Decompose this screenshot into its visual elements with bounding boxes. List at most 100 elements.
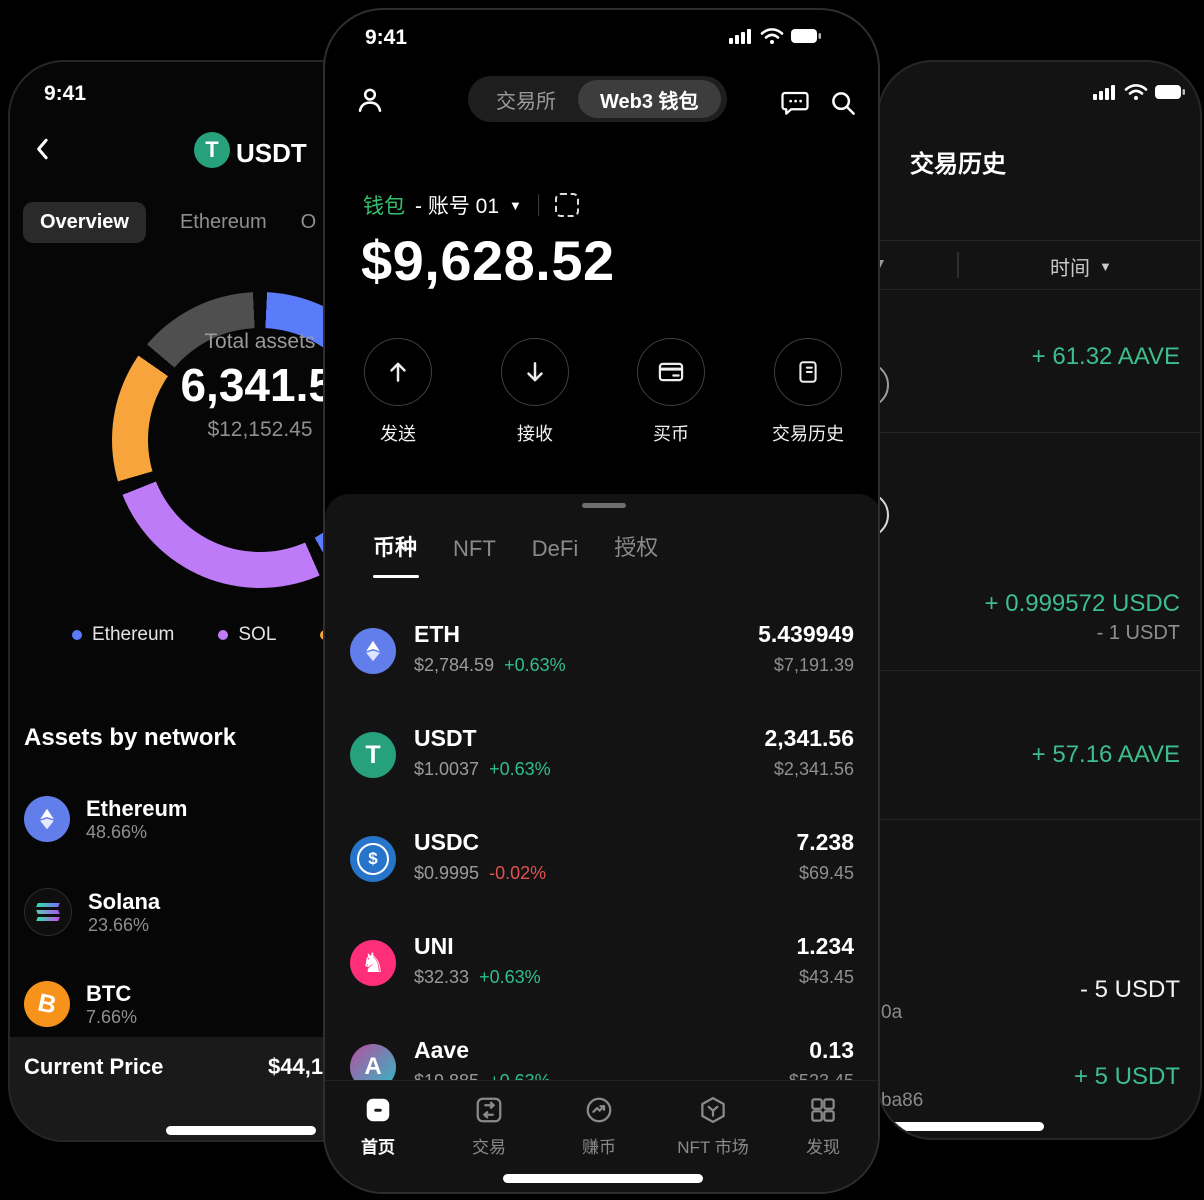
home-indicator[interactable] [879, 1122, 1044, 1131]
buy-button[interactable]: 买币 [623, 338, 719, 446]
signal-icon [1093, 85, 1115, 100]
token-row-usdt[interactable]: T USDT $1.0037 +0.63% 2,341.56 $2,341.56 [325, 703, 878, 807]
tab-coins[interactable]: 币种 [373, 530, 420, 578]
status-time: 9:41 [365, 26, 408, 49]
uni-icon: ♞ [350, 940, 396, 986]
token-change: +0.63% [479, 967, 541, 987]
token-row-uni[interactable]: ♞ UNI $32.33 +0.63% 1.234 $43.45 [325, 911, 878, 1015]
token-amount: 1.234 [796, 933, 854, 959]
chat-button[interactable] [780, 88, 810, 118]
segmented-control: 交易所 Web3 钱包 [468, 76, 727, 122]
usdc-icon: $ [350, 836, 396, 882]
receive-button[interactable]: 接收 [487, 338, 583, 446]
network-row-solana[interactable]: Solana 23.66% [24, 880, 454, 944]
token-change: -0.02% [489, 863, 547, 883]
status-icons [729, 27, 821, 45]
time-filter-dropdown[interactable]: 时间 ▼ [1050, 258, 1112, 280]
tab-approvals[interactable]: 授权 [614, 535, 659, 560]
legend-dot [218, 630, 229, 640]
tx-amount[interactable]: + 61.32 AAVE [1031, 343, 1180, 370]
tab-ethereum[interactable]: Ethereum [179, 211, 267, 233]
token-value: $69.45 [798, 863, 854, 883]
tab-nft[interactable]: NFT [453, 536, 496, 561]
token-row-usdc[interactable]: $ USDC $0.9995 -0.02% 7.238 $69.45 [325, 807, 878, 911]
drag-handle[interactable] [581, 503, 626, 508]
divider [957, 252, 959, 278]
tx-amount[interactable]: + 57.16 AAVE [1031, 741, 1180, 768]
divider [879, 432, 1200, 433]
total-assets-usd: $12,152.45 [207, 418, 313, 441]
solana-icon [24, 888, 72, 936]
token-amount: 0.13 [809, 1037, 854, 1063]
chevron-down-icon: ▼ [1099, 259, 1112, 274]
divider [879, 670, 1200, 671]
nav-discover[interactable]: 发现 [768, 1095, 878, 1158]
tab-exchange[interactable]: 交易所 [496, 90, 556, 113]
token-row-eth[interactable]: ETH $2,784.59 +0.63% 5.439949 $7,191.39 [325, 599, 878, 703]
signal-icon [729, 29, 751, 44]
eth-icon [350, 628, 396, 674]
tab-overview[interactable]: Overview [23, 202, 146, 243]
chevron-left-icon [37, 138, 48, 160]
nav-trade[interactable]: 交易 [434, 1095, 544, 1158]
usdt-coin-icon: T [194, 132, 230, 168]
center-phone: 9:41 交易所 Web3 钱包 钱包 - 账号 01 ▼ $9,628.52 … [323, 8, 880, 1194]
nft-icon [701, 1097, 725, 1123]
divider [879, 819, 1200, 820]
tab-web3-wallet[interactable]: Web3 钱包 [578, 80, 721, 118]
right-phone: 交易历史 ▼ 时间 ▼ + 61.32 AAVE + 0.999572 USDC… [877, 60, 1202, 1140]
tab-defi[interactable]: DeFi [531, 536, 579, 561]
status-time: 9:41 [44, 82, 87, 105]
token-amount: 2,341.56 [764, 725, 854, 751]
profile-button[interactable] [354, 84, 386, 116]
document-icon [799, 361, 817, 383]
tx-amount[interactable]: - 5 USDT [1079, 976, 1180, 1003]
tab-partial[interactable]: O [300, 211, 317, 233]
tx-amount[interactable]: + 0.999572 USDC [984, 590, 1180, 617]
scan-button[interactable] [555, 193, 580, 217]
account-label: - 账号 01 [415, 195, 500, 218]
search-button[interactable] [828, 88, 858, 118]
arrow-up-icon [390, 362, 406, 382]
token-change: +0.63% [489, 759, 551, 779]
nav-home[interactable]: 首页 [325, 1095, 433, 1158]
token-price: $32.33 [414, 967, 470, 987]
send-button[interactable]: 发送 [350, 338, 446, 446]
status-icons [1093, 83, 1185, 101]
divider [537, 194, 540, 216]
tx-amount[interactable]: + 5 USDT [1073, 1063, 1180, 1090]
bottom-nav: 首页 交易 赚币 NFT 市场 发现 [325, 1080, 878, 1192]
usdt-icon: T [350, 732, 396, 778]
home-indicator[interactable] [503, 1174, 703, 1183]
page-title: USDT [236, 138, 307, 168]
btc-icon: B [24, 981, 70, 1027]
token-change: +0.63% [504, 655, 566, 675]
nav-nft-market[interactable]: NFT 市场 [658, 1095, 768, 1158]
trade-icon [476, 1097, 502, 1123]
history-button[interactable]: 交易历史 [760, 338, 856, 446]
address-partial: ba86 [881, 1090, 924, 1111]
card-icon [658, 362, 684, 382]
current-price-label: Current Price [24, 1054, 164, 1079]
network-row-btc[interactable]: B BTC 7.66% [24, 972, 454, 1036]
profile-icon [358, 88, 382, 112]
legend-ethereum: Ethereum [72, 624, 174, 646]
chat-icon [781, 91, 809, 115]
wallet-account-row[interactable]: 钱包 - 账号 01 ▼ [363, 190, 580, 220]
network-pct: 7.66% [86, 1007, 138, 1028]
ethereum-icon [24, 796, 70, 842]
wifi-icon [760, 28, 784, 44]
home-indicator[interactable] [166, 1126, 316, 1135]
token-price: $1.0037 [414, 759, 480, 779]
network-pct: 23.66% [88, 915, 150, 936]
back-button[interactable] [28, 134, 58, 164]
battery-icon [1155, 85, 1185, 99]
battery-icon [791, 29, 821, 43]
discover-grid-icon [811, 1098, 835, 1122]
chevron-down-icon[interactable]: ▼ [879, 255, 887, 271]
asset-tab-bar: 币种 NFT DeFi 授权 [373, 530, 658, 578]
network-pct: 48.66% [86, 822, 148, 843]
legend-dot [72, 630, 82, 640]
network-row-ethereum[interactable]: Ethereum 48.66% [24, 787, 454, 851]
nav-earn[interactable]: 赚币 [544, 1095, 654, 1158]
